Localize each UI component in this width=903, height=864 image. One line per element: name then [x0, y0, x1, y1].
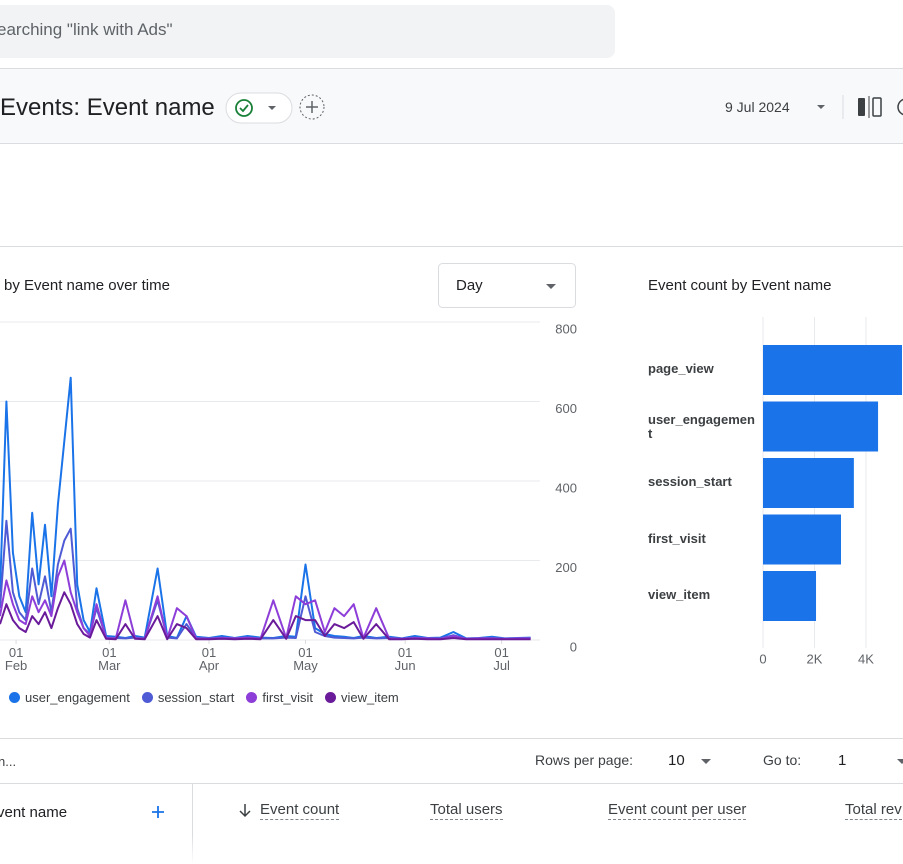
compare-icon[interactable] — [858, 98, 865, 116]
x-tick-label: 2K — [807, 651, 823, 666]
y-tick-label: 200 — [555, 560, 577, 575]
x-tick-label: 01 Apr — [198, 645, 220, 673]
date-range[interactable]: 9 Jul 2024 — [725, 99, 790, 115]
header-band — [0, 68, 903, 143]
column-header[interactable]: Total rev — [845, 801, 902, 820]
caret[interactable] — [701, 759, 711, 764]
fade — [0, 835, 903, 864]
legend-swatch — [9, 692, 20, 703]
category-label: first_visit — [648, 530, 706, 546]
bar — [763, 345, 902, 395]
category-label: page_view — [648, 361, 714, 376]
line-chart-title: by Event name over time — [4, 277, 170, 294]
table-search[interactable]: n... — [0, 754, 17, 769]
bar — [763, 458, 854, 508]
column-header[interactable]: Event count — [260, 801, 340, 820]
legend-label: session_start — [157, 690, 235, 705]
x-tick-label: 01 May — [293, 645, 318, 673]
y-tick-label: 800 — [555, 321, 577, 336]
x-tick-label: 01 Mar — [98, 645, 121, 673]
x-tick-label: 0 — [759, 651, 766, 666]
series-line — [0, 519, 531, 640]
legend-swatch — [141, 692, 153, 703]
caret[interactable] — [817, 105, 825, 109]
legend-item[interactable]: session_start — [141, 690, 235, 705]
x-tick-label: 01 Feb — [4, 645, 28, 673]
legend-item[interactable]: user_engagement — [9, 690, 130, 705]
caret[interactable] — [897, 759, 903, 764]
x-tick-label: 4K — [858, 651, 874, 666]
legend-label: first_visit — [262, 690, 313, 705]
plus-icon — [306, 101, 318, 113]
legend-label: view_item — [340, 690, 399, 705]
category-label: user_engagement — [648, 411, 755, 441]
legend-item[interactable]: view_item — [324, 690, 399, 705]
bar — [763, 401, 879, 452]
legend-swatch — [246, 692, 258, 703]
series-line — [0, 376, 531, 640]
check-mark — [239, 104, 249, 113]
bar-chart-title: Event count by Event name — [648, 277, 832, 294]
y-tick-label: 600 — [555, 401, 577, 416]
category-label: session_start — [648, 474, 732, 489]
go-to[interactable]: 1 — [838, 752, 847, 769]
bar — [763, 514, 841, 565]
rows-per-page[interactable]: 10 — [668, 752, 685, 769]
legend-label: user_engagement — [25, 690, 130, 705]
go-to-label: Go to: — [763, 752, 802, 768]
y-tick-label: 400 — [555, 480, 577, 495]
icon[interactable] — [897, 98, 903, 116]
rows-per-page-label: Rows per page: — [535, 752, 634, 768]
add-button[interactable] — [299, 94, 325, 120]
sort-arrow[interactable] — [239, 804, 251, 818]
x-tick-label: 01 Jul — [493, 645, 510, 673]
caret — [268, 106, 276, 110]
column-header[interactable]: Total users — [430, 801, 503, 820]
legend: user_engagement session_start first_visit v… — [9, 690, 399, 705]
interval-dropdown[interactable] — [438, 263, 576, 308]
bar — [763, 571, 817, 621]
compare-icon — [872, 97, 882, 117]
interval-value[interactable]: Day — [456, 277, 483, 294]
category-label: view_item — [648, 587, 711, 602]
legend-swatch — [324, 692, 336, 703]
series-line — [0, 591, 531, 641]
caret — [546, 284, 556, 289]
add-dimension[interactable] — [152, 806, 164, 818]
column-header[interactable]: vent name — [0, 804, 68, 821]
check-icon — [235, 99, 253, 117]
column-header[interactable]: Event count per user — [608, 801, 747, 820]
search-bar[interactable] — [0, 5, 615, 58]
x-tick-label: 01 Jun — [394, 645, 416, 673]
legend-item[interactable]: first_visit — [246, 690, 313, 705]
search-placeholder[interactable]: earching "link with Ads" — [0, 20, 173, 39]
y-tick-label: 0 — [570, 639, 577, 654]
page-title: Events: Event name — [0, 94, 215, 121]
